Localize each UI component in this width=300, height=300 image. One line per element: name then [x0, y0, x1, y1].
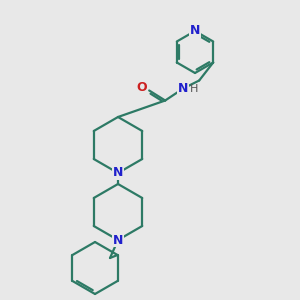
Text: N: N [113, 167, 123, 179]
Text: N: N [190, 25, 200, 38]
Text: N: N [178, 82, 188, 95]
Text: O: O [137, 81, 148, 94]
Text: H: H [190, 83, 198, 94]
Text: N: N [113, 233, 123, 247]
